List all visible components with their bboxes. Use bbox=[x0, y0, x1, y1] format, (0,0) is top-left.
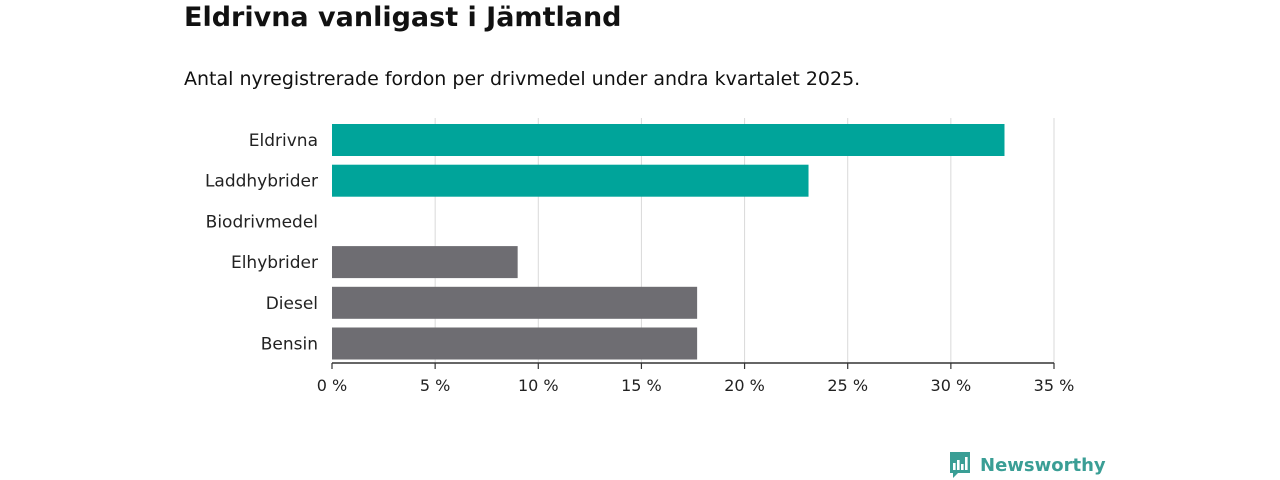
bar bbox=[332, 327, 698, 360]
category-label: Diesel bbox=[266, 294, 318, 314]
category-label: Bensin bbox=[261, 335, 318, 355]
x-tick-label: 0 % bbox=[317, 376, 347, 395]
x-tick-label: 15 % bbox=[621, 376, 662, 395]
bar bbox=[332, 124, 1005, 156]
bar bbox=[332, 286, 698, 319]
x-tick-label: 20 % bbox=[724, 376, 765, 395]
x-tick-label: 25 % bbox=[827, 376, 868, 395]
grid-lines bbox=[434, 118, 1055, 363]
bar bbox=[332, 246, 518, 279]
x-tick-label: 30 % bbox=[931, 376, 972, 395]
x-tick-label: 5 % bbox=[420, 376, 450, 395]
x-tick-label: 10 % bbox=[518, 376, 559, 395]
x-axis: 0 % 5 % 10 % 15 % 20 % 25 % 30 % 35 % bbox=[317, 362, 1075, 395]
category-labels: Eldrivna Laddhybrider Biodrivmedel Elhybrid… bbox=[205, 131, 318, 355]
category-label: Biodrivmedel bbox=[206, 212, 318, 232]
category-label: Laddhybrider bbox=[205, 172, 318, 192]
chart-subtitle: Antal nyregistrerade fordon per drivmede… bbox=[184, 68, 861, 90]
brand-name: Newsworthy bbox=[980, 454, 1106, 476]
category-label: Eldrivna bbox=[249, 131, 318, 151]
bars bbox=[332, 124, 1005, 360]
newsworthy-logo-icon bbox=[950, 452, 970, 478]
bar bbox=[332, 164, 809, 197]
category-label: Elhybrider bbox=[231, 253, 318, 273]
brand[interactable]: Newsworthy bbox=[948, 451, 1106, 479]
chart-title: Eldrivna vanligast i Jämtland bbox=[184, 2, 622, 33]
x-tick-label: 35 % bbox=[1034, 376, 1075, 395]
